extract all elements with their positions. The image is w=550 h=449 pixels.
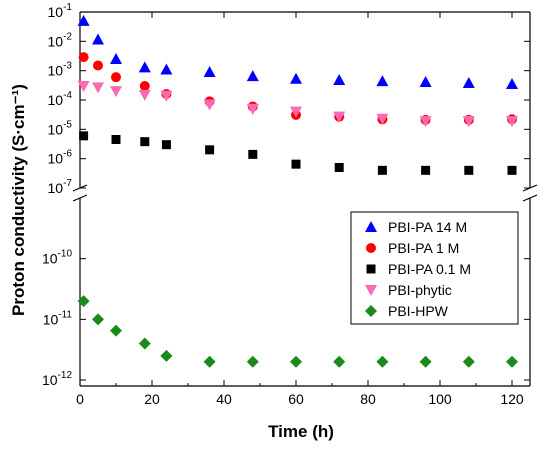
data-point <box>462 76 475 88</box>
data-point <box>161 140 171 150</box>
data-point <box>334 162 344 172</box>
series-pbi-pa-0-1-m <box>79 131 517 175</box>
data-point <box>419 116 432 128</box>
y-tick-label: 10-10 <box>42 249 72 267</box>
data-markers <box>77 14 518 368</box>
data-point <box>506 355 518 368</box>
data-point <box>111 135 121 145</box>
x-tick-label: 0 <box>76 391 84 407</box>
data-point <box>111 72 121 83</box>
legend-marker <box>366 264 376 274</box>
data-point <box>246 355 259 368</box>
data-point <box>138 337 151 350</box>
data-point <box>290 355 302 368</box>
data-point <box>92 33 104 45</box>
data-point <box>333 111 346 123</box>
data-point <box>291 159 301 169</box>
data-point <box>333 74 346 86</box>
data-point <box>203 66 216 78</box>
legend-label: PBI-PA 0.1 M <box>388 261 471 277</box>
y-tick-label: 10-3 <box>48 61 73 79</box>
axis-break-mark-right-lower <box>522 194 538 202</box>
x-tick-label: 60 <box>288 391 304 407</box>
data-point <box>160 349 173 362</box>
data-point <box>462 116 475 128</box>
data-point <box>93 60 103 71</box>
y-tick-label: 10-12 <box>42 370 72 388</box>
data-point <box>160 90 173 102</box>
axis-ticks: 0 20 40 60 80 100 120 10-1 10-2 10-3 10-4 10-5 10-6 1… <box>42 2 530 407</box>
legend: PBI-PA 14 M PBI-PA 1 M PBI-PA 0.1 M PBI-phy… <box>350 211 519 325</box>
data-point <box>77 14 90 26</box>
y-axis-title: Proton conductivity (S·cm⁻¹) <box>9 84 28 316</box>
y-tick-label: 10-6 <box>48 149 73 167</box>
axis-break-mark-left-lower <box>72 194 88 202</box>
x-tick-label: 100 <box>428 391 452 407</box>
data-point <box>160 63 173 75</box>
data-point <box>138 61 151 73</box>
data-point <box>77 81 90 93</box>
data-point <box>333 355 346 368</box>
legend-label: PBI-PA 14 M <box>388 219 467 235</box>
data-point <box>419 76 432 88</box>
data-point <box>506 78 518 90</box>
x-tick-label: 40 <box>216 391 232 407</box>
data-point <box>421 165 431 175</box>
x-tick-label: 20 <box>144 391 160 407</box>
legend-marker <box>366 243 376 253</box>
data-point <box>79 131 89 141</box>
data-point <box>464 165 474 175</box>
x-axis-title: Time (h) <box>268 422 334 441</box>
data-point <box>290 72 302 84</box>
data-point <box>110 86 122 98</box>
data-point <box>110 324 122 337</box>
x-tick-label: 120 <box>500 391 524 407</box>
data-point <box>376 75 389 87</box>
series-pbi-phytic <box>77 81 518 128</box>
data-point <box>462 355 475 368</box>
legend-box <box>350 211 519 325</box>
data-point <box>290 106 302 118</box>
data-point <box>507 165 517 175</box>
data-point <box>92 82 104 94</box>
y-tick-label: 10-11 <box>43 309 73 327</box>
data-point <box>203 99 216 111</box>
legend-marker <box>365 305 377 317</box>
y-tick-label: 10-4 <box>48 90 73 108</box>
series-pbi-pa-14-m <box>77 14 518 90</box>
legend-label: PBI-PA 1 M <box>388 240 459 256</box>
data-point <box>140 137 150 147</box>
legend-label: PBI-phytic <box>388 282 452 298</box>
data-point <box>376 113 389 125</box>
y-tick-label: 10-2 <box>48 31 73 49</box>
data-point <box>377 165 387 175</box>
data-point <box>110 52 122 64</box>
x-tick-label: 80 <box>360 391 376 407</box>
data-point <box>203 355 216 368</box>
data-point <box>78 52 89 63</box>
y-tick-label: 10-7 <box>48 178 73 196</box>
data-point <box>139 81 150 92</box>
data-point <box>506 116 518 128</box>
data-point <box>246 103 259 115</box>
data-point <box>248 149 258 159</box>
y-tick-label: 10-5 <box>48 119 73 137</box>
data-point <box>92 313 104 326</box>
series-pbi-hpw <box>77 295 518 368</box>
y-tick-label: 10-1 <box>48 2 73 20</box>
data-point <box>138 89 151 101</box>
data-point <box>205 145 215 155</box>
data-point <box>419 355 432 368</box>
data-point <box>376 355 389 368</box>
data-point <box>246 70 259 82</box>
legend-marker <box>365 221 377 232</box>
legend-label: PBI-HPW <box>388 303 449 319</box>
legend-marker <box>365 285 377 296</box>
data-point <box>77 295 90 308</box>
